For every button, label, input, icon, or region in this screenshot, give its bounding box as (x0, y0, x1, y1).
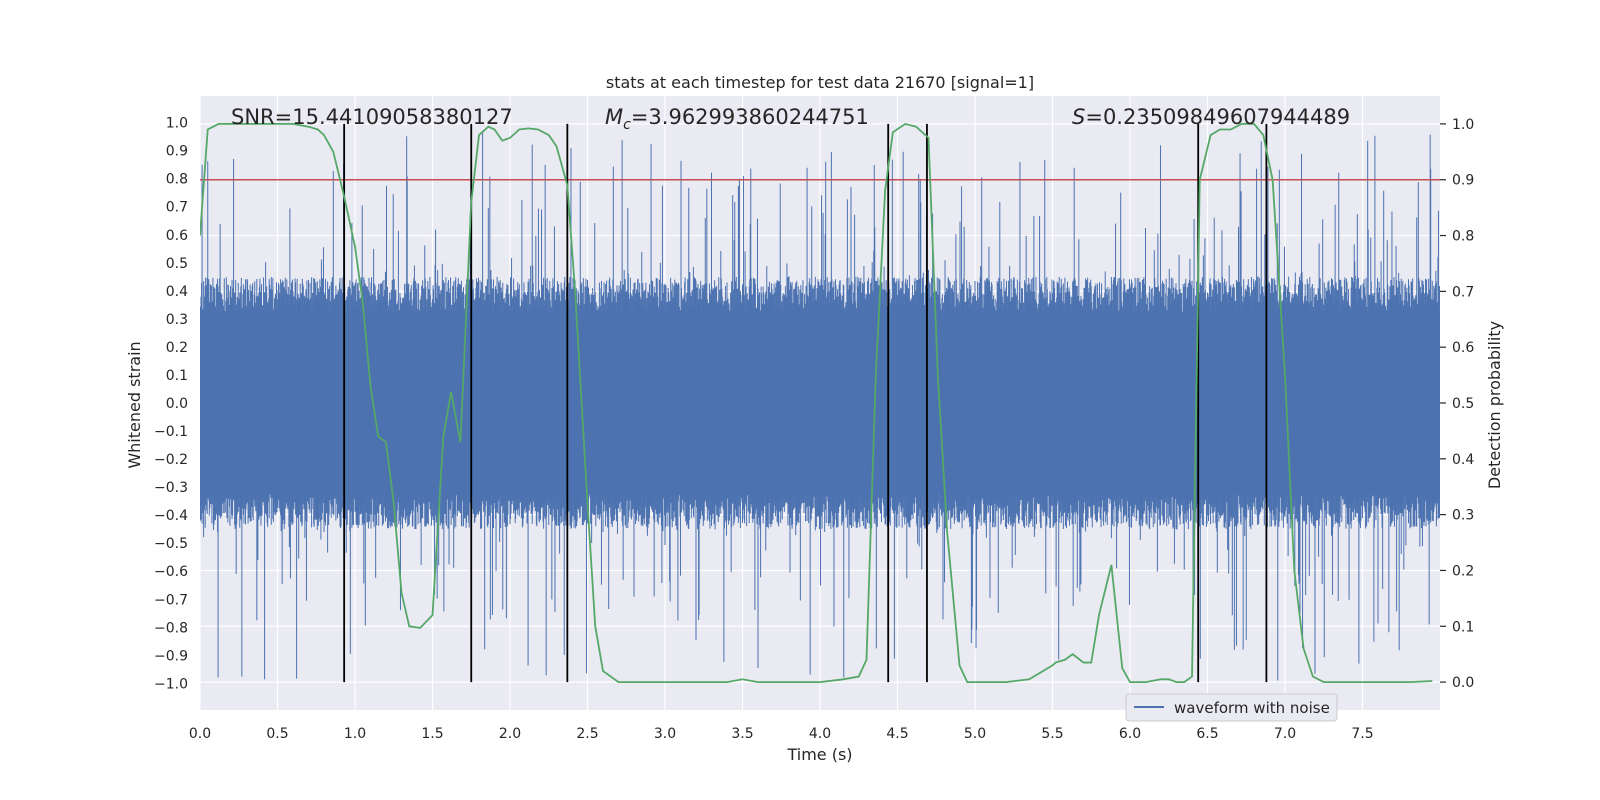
y-tick-label: 0.1 (166, 368, 188, 384)
y-tick-label: −0.6 (154, 564, 188, 580)
x-tick-label: 7.5 (1351, 726, 1373, 742)
y-tick-label: 0.6 (166, 228, 188, 244)
y2-tick-label: 0.9 (1452, 173, 1474, 189)
y2-tick-label: 0.3 (1452, 508, 1474, 524)
s-annotation: S=0.23509849607944489 (1072, 105, 1350, 129)
x-tick-label: 0.5 (266, 726, 288, 742)
y-tick-label: −0.8 (154, 620, 188, 636)
y-tick-label: 0.0 (166, 396, 188, 412)
probability-series (200, 122, 1433, 683)
x-tick-label: 7.0 (1274, 726, 1296, 742)
legend-box (1125, 693, 1338, 722)
x-tick-label: 0.0 (189, 726, 211, 742)
y-tick-label: 0.9 (166, 144, 188, 160)
x-tick-label: 5.5 (1041, 726, 1063, 742)
y2-tick-label: 0.0 (1452, 675, 1474, 691)
y-tick-label: 0.4 (166, 284, 188, 300)
y2-axis-label: Detection probability (1485, 321, 1504, 489)
y-tick-label: 0.5 (166, 256, 188, 272)
legend: waveform with noise (1125, 693, 1338, 722)
x-tick-label: 2.5 (576, 726, 598, 742)
chart-title: stats at each timestep for test data 216… (606, 73, 1034, 92)
x-axis-label: Time (s) (786, 745, 852, 764)
x-tick-label: 3.5 (731, 726, 753, 742)
x-tick-label: 2.0 (499, 726, 521, 742)
y-axis-label: Whitened strain (125, 341, 144, 468)
y-tick-label: 1.0 (166, 116, 188, 132)
mc-annotation: Mc=3.962993860244751 (605, 105, 869, 133)
y-tick-label: −0.2 (154, 452, 188, 468)
x-tick-label: 1.0 (344, 726, 366, 742)
mc-value: =3.962993860244751 (631, 105, 869, 129)
legend-label-waveform: waveform with noise (1174, 699, 1330, 717)
x-tick-label: 4.0 (809, 726, 831, 742)
y2-tick-label: 1.0 (1452, 117, 1474, 133)
y-tick-label: −1.0 (154, 676, 188, 692)
y-tick-label: 0.2 (166, 340, 188, 356)
x-axis-ticks: 0.0 0.5 1.0 1.5 2.0 2.5 3.0 3.5 4.0 4.5 5.0 5.5 6.0 6… (189, 726, 1374, 742)
y2-tick-label: 0.8 (1452, 229, 1474, 245)
y2-tick-label: 0.2 (1452, 563, 1474, 579)
mc-subscript: c (623, 117, 631, 133)
y-axis-ticks: −1.0 −0.9 −0.8 −0.7 −0.6 −0.5 −0.4 −0.3 −0.2 −0.1… (154, 116, 188, 693)
y-tick-label: −0.5 (154, 536, 188, 552)
y-tick-label: −0.1 (154, 424, 188, 440)
mc-symbol: M (605, 105, 623, 129)
y2-tick-label: 0.5 (1452, 396, 1474, 412)
s-symbol: S (1072, 105, 1085, 129)
y2-axis-ticks: 0.0 0.1 0.2 0.3 0.4 0.5 0.6 0.7 0.8 0.9 1.0 (1440, 117, 1474, 691)
x-tick-label: 1.5 (421, 726, 443, 742)
y2-tick-label: 0.7 (1452, 284, 1474, 300)
x-tick-label: 6.5 (1196, 726, 1218, 742)
y-tick-label: 0.8 (166, 172, 188, 188)
y-tick-label: −0.7 (154, 592, 188, 608)
snr-annotation: SNR=15.44109058380127 (231, 105, 513, 129)
x-tick-label: 6.0 (1119, 726, 1141, 742)
y-tick-label: −0.9 (154, 648, 188, 664)
y-tick-label: 0.3 (166, 312, 188, 328)
s-value: =0.23509849607944489 (1085, 105, 1350, 129)
y-tick-label: −0.3 (154, 480, 188, 496)
x-tick-label: 4.5 (886, 726, 908, 742)
probability-line (200, 122, 1433, 683)
y2-tick-label: 0.1 (1452, 619, 1474, 635)
y2-tick-label: 0.4 (1452, 452, 1474, 468)
y-tick-label: 0.7 (166, 200, 188, 216)
y-tick-label: −0.4 (154, 508, 188, 524)
y2-tick-label: 0.6 (1452, 340, 1474, 356)
x-tick-label: 5.0 (964, 726, 986, 742)
x-tick-label: 3.0 (654, 726, 676, 742)
